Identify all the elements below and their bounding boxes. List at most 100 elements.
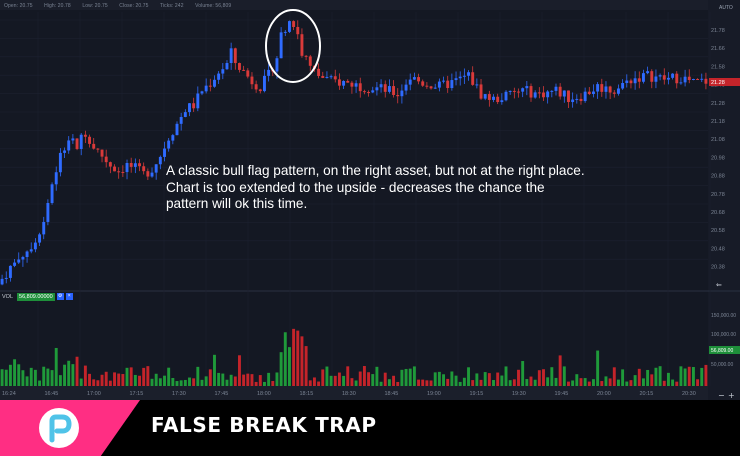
candle-body	[471, 72, 475, 85]
volume-bar	[329, 375, 333, 386]
candle-body	[179, 116, 183, 124]
candle-body	[483, 94, 487, 99]
volume-bar	[113, 372, 116, 386]
candle-body	[33, 242, 37, 250]
volume-bar	[325, 366, 329, 386]
volume-bar	[442, 374, 445, 386]
volume-bar	[396, 381, 400, 386]
volume-bar	[517, 369, 520, 386]
ohlc-volume: Volume: 56,809	[195, 3, 232, 9]
time-tick-label: 20:00	[597, 391, 611, 397]
volume-bar	[283, 332, 287, 386]
candle-body	[625, 80, 629, 84]
time-tick-label: 17:00	[87, 391, 101, 397]
chart-annotation: A classic bull flag pattern, on the righ…	[166, 163, 646, 213]
candle-body	[175, 123, 179, 136]
time-tick-label: 18:00	[257, 391, 271, 397]
volume-bar	[317, 381, 321, 386]
candle-body	[558, 86, 562, 97]
volume-bar	[208, 369, 212, 386]
candle-body	[637, 78, 641, 82]
time-tick-label: 20:15	[640, 391, 654, 397]
candle-body	[575, 98, 579, 100]
candle-body	[529, 86, 533, 98]
candle-body	[537, 92, 541, 94]
volume-bar	[79, 378, 83, 386]
volume-bar	[154, 373, 158, 386]
candle-body	[42, 221, 46, 235]
volume-bar	[446, 378, 450, 386]
volume-bar	[437, 371, 441, 386]
volume-bar	[333, 375, 337, 386]
volume-bar	[487, 373, 491, 386]
axis-expand-icon: ⇐	[716, 281, 722, 289]
ohlc-open: Open: 20.75	[4, 3, 33, 9]
volume-bar	[279, 352, 283, 386]
volume-bar	[146, 366, 150, 386]
volume-bar	[38, 380, 42, 386]
volume-bar	[383, 372, 387, 386]
volume-bar	[88, 373, 91, 386]
price-tick-label: 21.66	[711, 46, 725, 52]
candle-body	[567, 90, 570, 103]
volume-bar	[367, 372, 371, 386]
auto-scale-toggle[interactable]: AUTO	[719, 5, 733, 11]
current-volume-label: 56,809.00	[711, 348, 733, 354]
volume-bar	[683, 368, 687, 386]
candle-body	[142, 166, 146, 172]
settings-icon[interactable]: ⚙	[56, 293, 64, 300]
candle-body	[417, 77, 421, 82]
candle-body	[492, 96, 495, 100]
candle-body	[46, 202, 50, 222]
candle-body	[658, 75, 662, 77]
volume-bar	[171, 377, 175, 386]
close-icon[interactable]: ×	[65, 293, 73, 300]
candle-body	[292, 21, 296, 27]
volume-bar	[479, 379, 483, 386]
price-tick-label: 20.48	[711, 246, 725, 252]
volume-bar	[258, 375, 262, 386]
volume-bar	[666, 372, 670, 386]
candle-body	[238, 63, 241, 70]
volume-bar	[133, 374, 137, 386]
candle-body	[521, 88, 525, 92]
time-tick-label: 17:15	[130, 391, 144, 397]
candle-body	[96, 148, 100, 150]
volume-bar	[4, 369, 8, 386]
candle-body	[125, 163, 129, 173]
candle-body	[358, 83, 362, 92]
volume-bar	[504, 366, 508, 386]
candle-body	[437, 81, 441, 88]
price-tick-label: 20.78	[711, 192, 725, 198]
current-price-tag	[709, 78, 740, 86]
volume-bar	[558, 355, 562, 386]
candle-body	[675, 73, 679, 84]
candle-body	[691, 78, 695, 80]
candle-body	[446, 80, 450, 89]
candle-body	[392, 86, 396, 95]
volume-bar	[583, 378, 587, 386]
volume-bar	[308, 380, 312, 386]
candle-body	[146, 171, 150, 177]
candle-body	[562, 90, 566, 97]
volume-bar	[192, 378, 196, 386]
volume-bar	[196, 366, 200, 386]
current-volume-tag	[709, 346, 740, 354]
volume-tick-label: 100,000.00	[711, 332, 736, 338]
volume-bar	[691, 367, 695, 386]
candle-body	[21, 257, 25, 260]
volume-bar	[300, 336, 304, 386]
volume-bar	[117, 373, 121, 386]
banner-title: FALSE BREAK TRAP	[151, 413, 377, 437]
time-tick-label: 19:30	[512, 391, 526, 397]
volume-bar	[275, 372, 279, 386]
candle-body	[279, 32, 283, 59]
volume-bar	[621, 369, 625, 386]
volume-bar	[221, 373, 225, 386]
volume-bar	[646, 369, 650, 386]
candle-body	[662, 75, 666, 80]
candle-body	[263, 75, 266, 92]
volume-bar	[625, 381, 629, 386]
candle-body	[0, 278, 4, 285]
candle-body	[387, 86, 391, 92]
